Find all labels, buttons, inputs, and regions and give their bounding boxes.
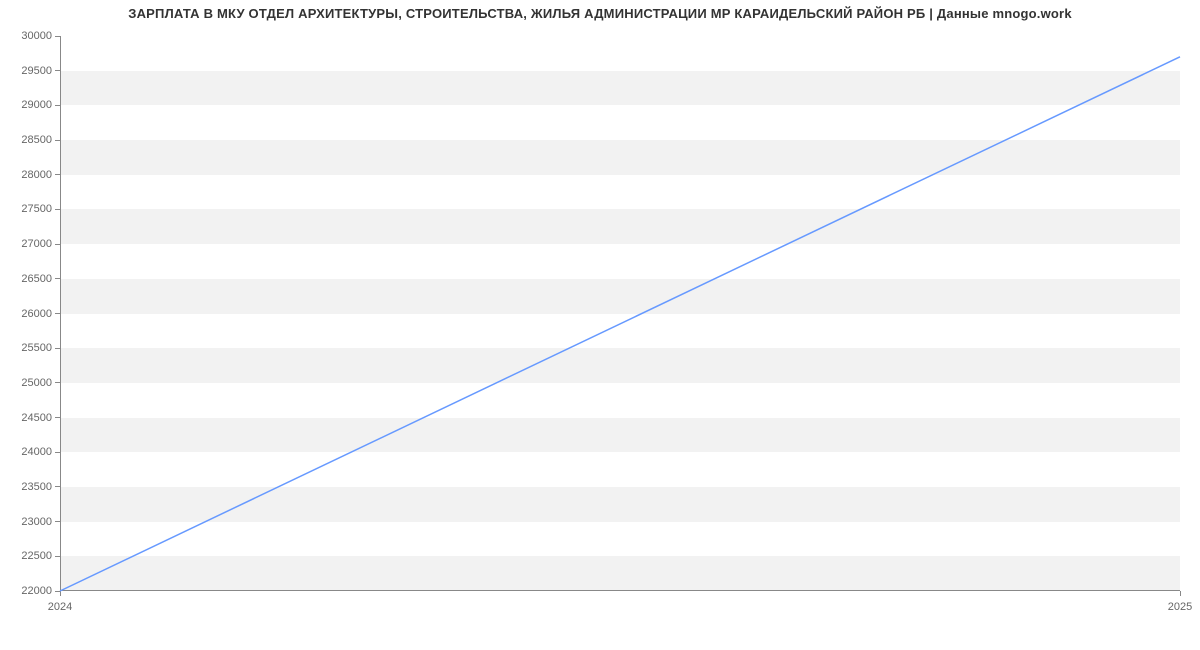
y-tick-label: 22500 (21, 550, 60, 562)
chart-container: ЗАРПЛАТА В МКУ ОТДЕЛ АРХИТЕКТУРЫ, СТРОИТ… (0, 0, 1200, 650)
y-tick-label: 24500 (21, 412, 60, 424)
y-tick-label: 24000 (21, 446, 60, 458)
x-tick-label: 2025 (1168, 591, 1192, 613)
y-tick-label: 26500 (21, 273, 60, 285)
salary-line (60, 57, 1180, 591)
y-tick-label: 23000 (21, 516, 60, 528)
y-tick-label: 30000 (21, 30, 60, 42)
plot-area: 2200022500230002350024000245002500025500… (60, 36, 1180, 591)
y-tick-label: 28000 (21, 169, 60, 181)
y-tick-label: 28500 (21, 134, 60, 146)
y-tick-label: 29500 (21, 65, 60, 77)
y-tick-label: 23500 (21, 481, 60, 493)
y-tick-label: 27000 (21, 238, 60, 250)
chart-title: ЗАРПЛАТА В МКУ ОТДЕЛ АРХИТЕКТУРЫ, СТРОИТ… (0, 6, 1200, 21)
x-tick-label: 2024 (48, 591, 72, 613)
y-tick-label: 27500 (21, 203, 60, 215)
y-tick-label: 29000 (21, 99, 60, 111)
y-tick-label: 26000 (21, 308, 60, 320)
y-tick-label: 25000 (21, 377, 60, 389)
line-layer (60, 36, 1180, 591)
y-tick-label: 25500 (21, 342, 60, 354)
